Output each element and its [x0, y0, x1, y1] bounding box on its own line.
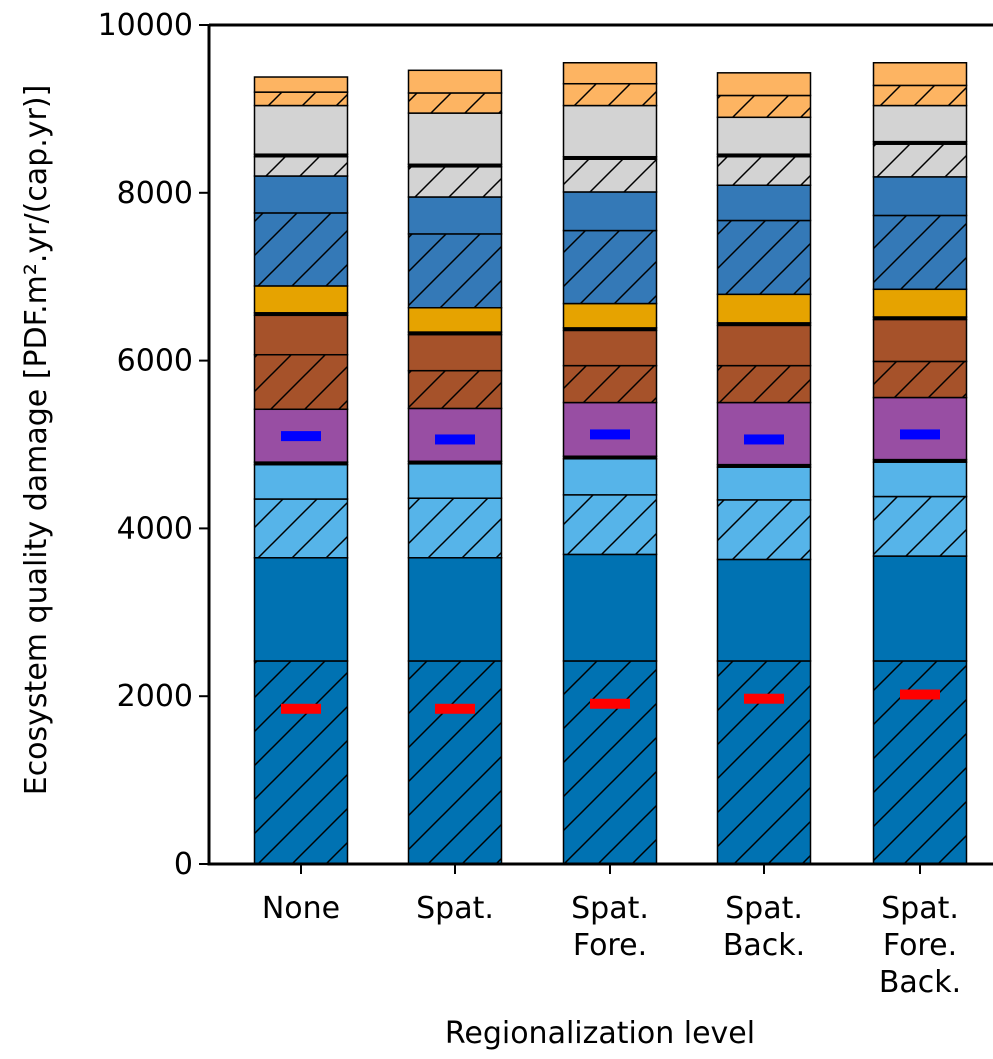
- bars-layer: [253, 62, 968, 865]
- bar-segment-cat0-series7: [253, 314, 349, 356]
- marker-1-cat2: [590, 429, 630, 440]
- bar-hatch-cat0-series10: [254, 212, 348, 286]
- bar-hatch-cat3-series15: [717, 95, 811, 118]
- bar-hatch-cat0-series12: [254, 156, 348, 177]
- bar-segment-cat4-series16: [872, 62, 968, 87]
- bar-segment-cat1-series3: [407, 463, 503, 499]
- bar-hatch-cat4-series15: [873, 85, 967, 106]
- bar-segment-cat1-series1: [407, 557, 503, 662]
- bar-segment-cat3-series16: [716, 72, 812, 97]
- bar-hatch-cat1-series6: [408, 370, 502, 409]
- bar-segment-cat1-series7: [407, 333, 503, 372]
- marker-0-cat4: [900, 689, 940, 700]
- marker-1-cat0: [281, 431, 321, 442]
- x-tick-label-1: Spat.: [416, 891, 494, 926]
- bar-hatch-cat0-series2: [254, 499, 348, 558]
- marker-0-cat2: [590, 698, 630, 709]
- x-tick-label-3: Spat. Back.: [723, 891, 805, 963]
- bar-hatch-cat3-series2: [717, 499, 811, 560]
- bar-segment-cat0-series14: [253, 104, 349, 155]
- bar-segment-cat2-series11: [562, 191, 658, 232]
- marker-1-cat4: [900, 429, 940, 440]
- bar-segment-cat4-series11: [872, 176, 968, 217]
- bar-hatch-cat0-series6: [254, 354, 348, 410]
- bar-segment-cat0-series9: [253, 285, 349, 314]
- bar-segment-cat4-series1: [872, 555, 968, 662]
- bar-hatch-cat1-series10: [408, 233, 502, 308]
- bar-hatch-cat4-series12: [873, 144, 967, 177]
- marker-1-cat3: [744, 434, 784, 445]
- bar-segment-cat4-series9: [872, 288, 968, 318]
- bar-hatch-cat0-series0: [254, 660, 348, 864]
- bar-segment-cat0-series11: [253, 175, 349, 214]
- bar-segment-cat2-series16: [562, 62, 658, 85]
- x-tick-label-4: Spat. Fore. Back.: [879, 891, 961, 1000]
- bar-hatch-cat3-series12: [717, 156, 811, 186]
- y-tick-label-3: 6000: [117, 344, 193, 379]
- markers-layer: [281, 429, 940, 714]
- y-tick-label-1: 2000: [117, 679, 193, 714]
- bar-segment-cat3-series9: [716, 293, 812, 324]
- y-tick-label-5: 10000: [98, 8, 193, 43]
- bar-segment-cat2-series3: [562, 458, 658, 496]
- axes-layer: [199, 23, 993, 874]
- bar-segment-cat3-series14: [716, 116, 812, 155]
- bar-segment-cat4-series5: [872, 396, 968, 461]
- bar-hatch-cat4-series6: [873, 361, 967, 398]
- marker-0-cat0: [281, 703, 321, 714]
- bar-segment-cat3-series7: [716, 324, 812, 367]
- bar-hatch-cat3-series0: [717, 660, 811, 864]
- bar-segment-cat1-series16: [407, 69, 503, 94]
- marker-0-cat3: [744, 693, 784, 704]
- bar-segment-cat3-series11: [716, 184, 812, 222]
- bar-hatch-cat2-series2: [563, 494, 657, 555]
- bar-hatch-cat4-series2: [873, 496, 967, 557]
- x-axis-title: Regionalization level: [445, 1016, 755, 1051]
- bar-segment-cat3-series3: [716, 466, 812, 501]
- y-tick-label-0: 0: [174, 847, 193, 882]
- bar-hatch-cat1-series2: [408, 498, 502, 558]
- bar-hatch-cat1-series0: [408, 660, 502, 864]
- bar-hatch-cat2-series15: [563, 83, 657, 106]
- bar-segment-cat0-series16: [253, 76, 349, 93]
- y-tick-label-4: 8000: [117, 176, 193, 211]
- bar-hatch-cat1-series15: [408, 92, 502, 114]
- bar-segment-cat2-series1: [562, 553, 658, 662]
- bar-segment-cat1-series9: [407, 306, 503, 333]
- bar-segment-cat4-series3: [872, 461, 968, 498]
- bar-hatch-cat1-series12: [408, 166, 502, 197]
- bar-segment-cat3-series5: [716, 401, 812, 466]
- bar-segment-cat2-series5: [562, 401, 658, 457]
- bar-segment-cat0-series1: [253, 557, 349, 662]
- bar-segment-cat2-series14: [562, 104, 658, 158]
- bar-hatch-cat3-series6: [717, 365, 811, 403]
- bar-hatch-cat2-series10: [563, 230, 657, 304]
- x-tick-label-2: Spat. Fore.: [571, 891, 649, 963]
- labels-layer: 0 2000 4000 6000 8000 10000 None Spat. Spat. Fore…: [19, 8, 961, 1051]
- bar-hatch-cat2-series6: [563, 365, 657, 403]
- y-axis-title: Ecosystem quality damage [PDF.m².yr/(cap…: [19, 85, 54, 796]
- bar-hatch-cat0-series15: [254, 92, 348, 106]
- bar-hatch-cat2-series12: [563, 159, 657, 192]
- bar-hatch-cat2-series0: [563, 660, 657, 864]
- bar-segment-cat1-series11: [407, 196, 503, 235]
- bar-segment-cat2-series9: [562, 302, 658, 329]
- bar-segment-cat4-series7: [872, 318, 968, 363]
- y-tick-label-2: 4000: [117, 511, 193, 546]
- bar-hatch-cat3-series10: [717, 220, 811, 295]
- bar-segment-cat1-series14: [407, 112, 503, 166]
- marker-1-cat1: [435, 434, 475, 445]
- bar-segment-cat0-series3: [253, 463, 349, 500]
- x-tick-label-0: None: [262, 891, 340, 926]
- marker-0-cat1: [435, 703, 475, 714]
- bar-segment-cat2-series7: [562, 329, 658, 367]
- bar-hatch-cat4-series10: [873, 215, 967, 290]
- bar-segment-cat3-series1: [716, 558, 812, 662]
- bar-segment-cat4-series14: [872, 104, 968, 143]
